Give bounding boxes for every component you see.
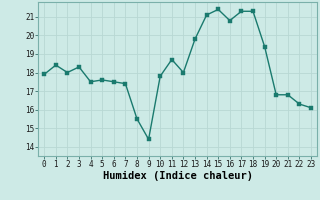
- X-axis label: Humidex (Indice chaleur): Humidex (Indice chaleur): [103, 171, 252, 181]
